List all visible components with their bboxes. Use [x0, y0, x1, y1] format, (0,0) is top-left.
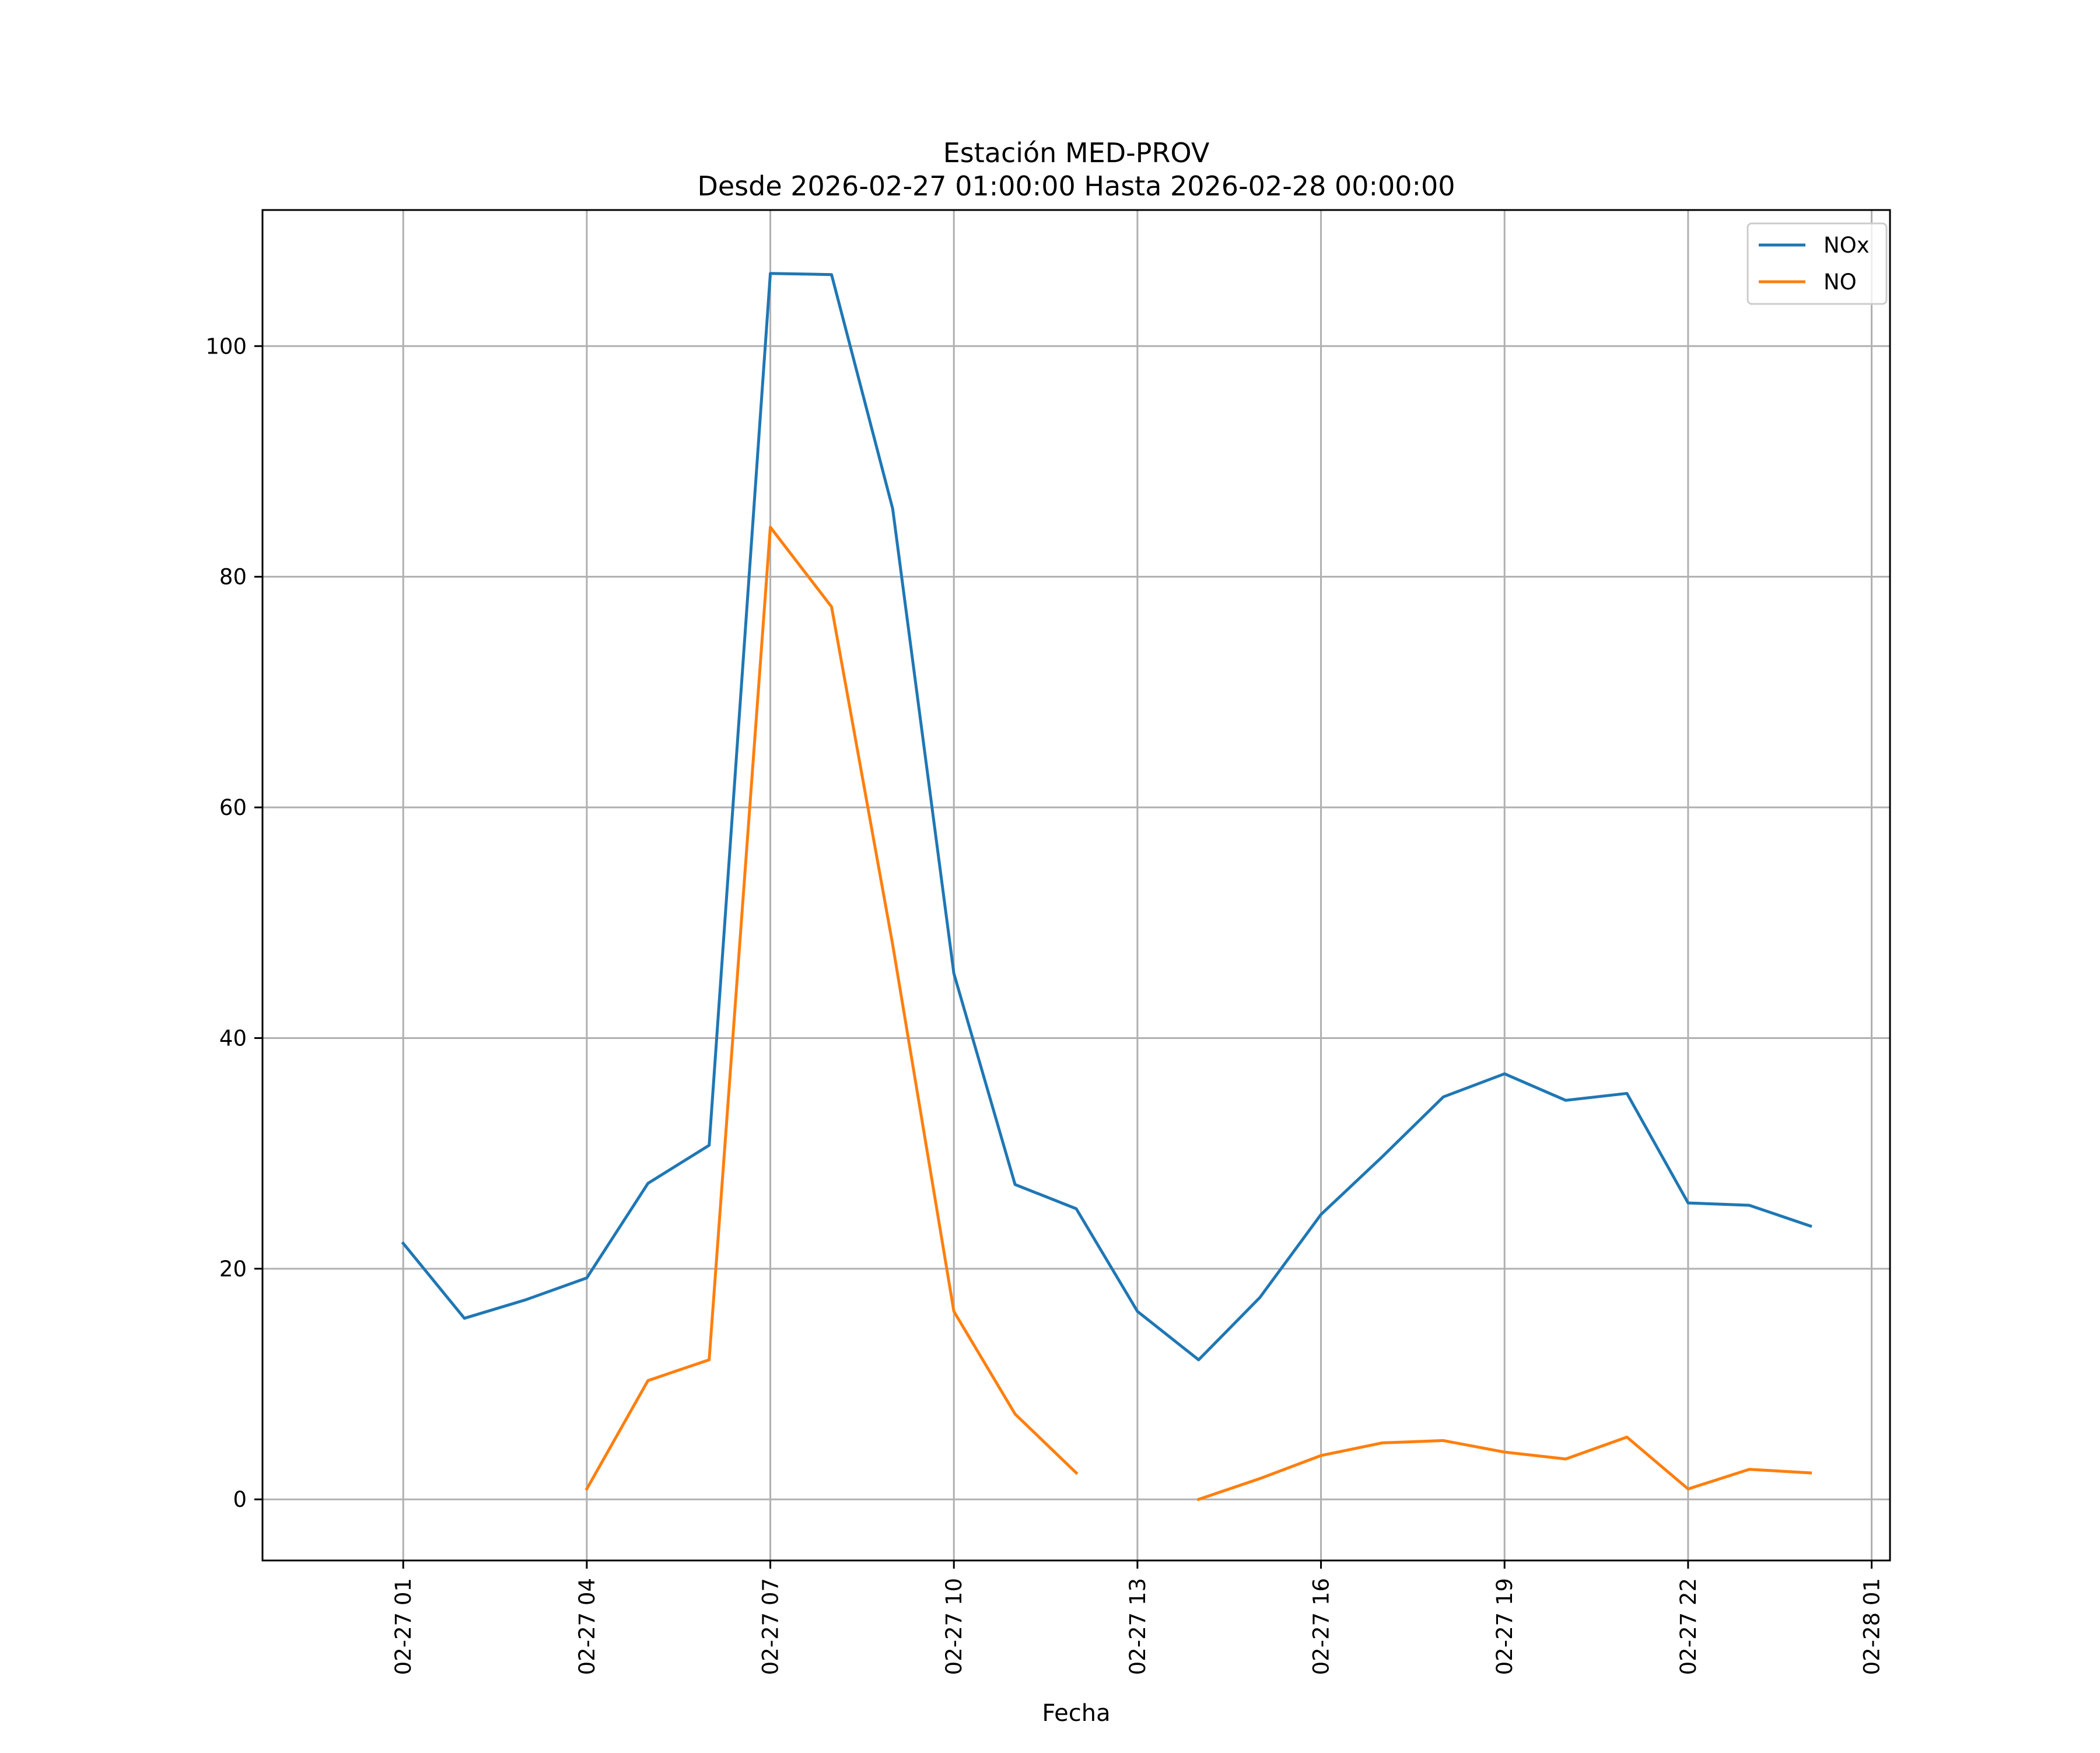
series-line-no: [1196, 1436, 1812, 1502]
x-tick-label: 02-27 19: [1492, 1578, 1517, 1675]
y-tick-label: 100: [205, 334, 247, 359]
plot-area-frame: [261, 209, 1891, 1562]
plot-lines: [401, 272, 1812, 1502]
chart-title: Estación MED-PROV: [943, 137, 1210, 169]
x-tick-label: 02-28 01: [1860, 1578, 1885, 1675]
legend: NOx NO: [1746, 222, 1888, 305]
legend-label-nox: NOx: [1824, 233, 1870, 258]
y-tick-label: 20: [219, 1257, 247, 1282]
x-axis-label: Fecha: [1042, 1700, 1110, 1727]
x-tick-label: 02-27 16: [1309, 1578, 1334, 1675]
y-axis: 0 20 40 60 80 100: [205, 334, 262, 1512]
series-line-nox: [401, 272, 1812, 1362]
x-tick-label: 02-27 01: [391, 1578, 416, 1675]
x-tick-label: 02-27 22: [1676, 1578, 1701, 1675]
x-tick-label: 02-27 10: [942, 1578, 967, 1675]
y-tick-label: 0: [233, 1487, 247, 1512]
legend-label-no: NO: [1824, 270, 1857, 295]
series-line-no: [584, 526, 1079, 1491]
chart-subtitle: Desde 2026-02-27 01:00:00 Hasta 2026-02-…: [697, 170, 1455, 202]
y-tick-label: 80: [219, 565, 247, 590]
y-tick-label: 40: [219, 1026, 247, 1051]
x-tick-label: 02-27 13: [1125, 1578, 1150, 1675]
x-axis: 02-27 01 02-27 04 02-27 07 02-27 10 02-27 13…: [391, 1560, 1885, 1675]
x-tick-label: 02-27 04: [575, 1578, 600, 1675]
x-tick-label: 02-27 07: [758, 1578, 783, 1675]
y-tick-label: 60: [219, 795, 247, 820]
grid: [262, 210, 1890, 1560]
